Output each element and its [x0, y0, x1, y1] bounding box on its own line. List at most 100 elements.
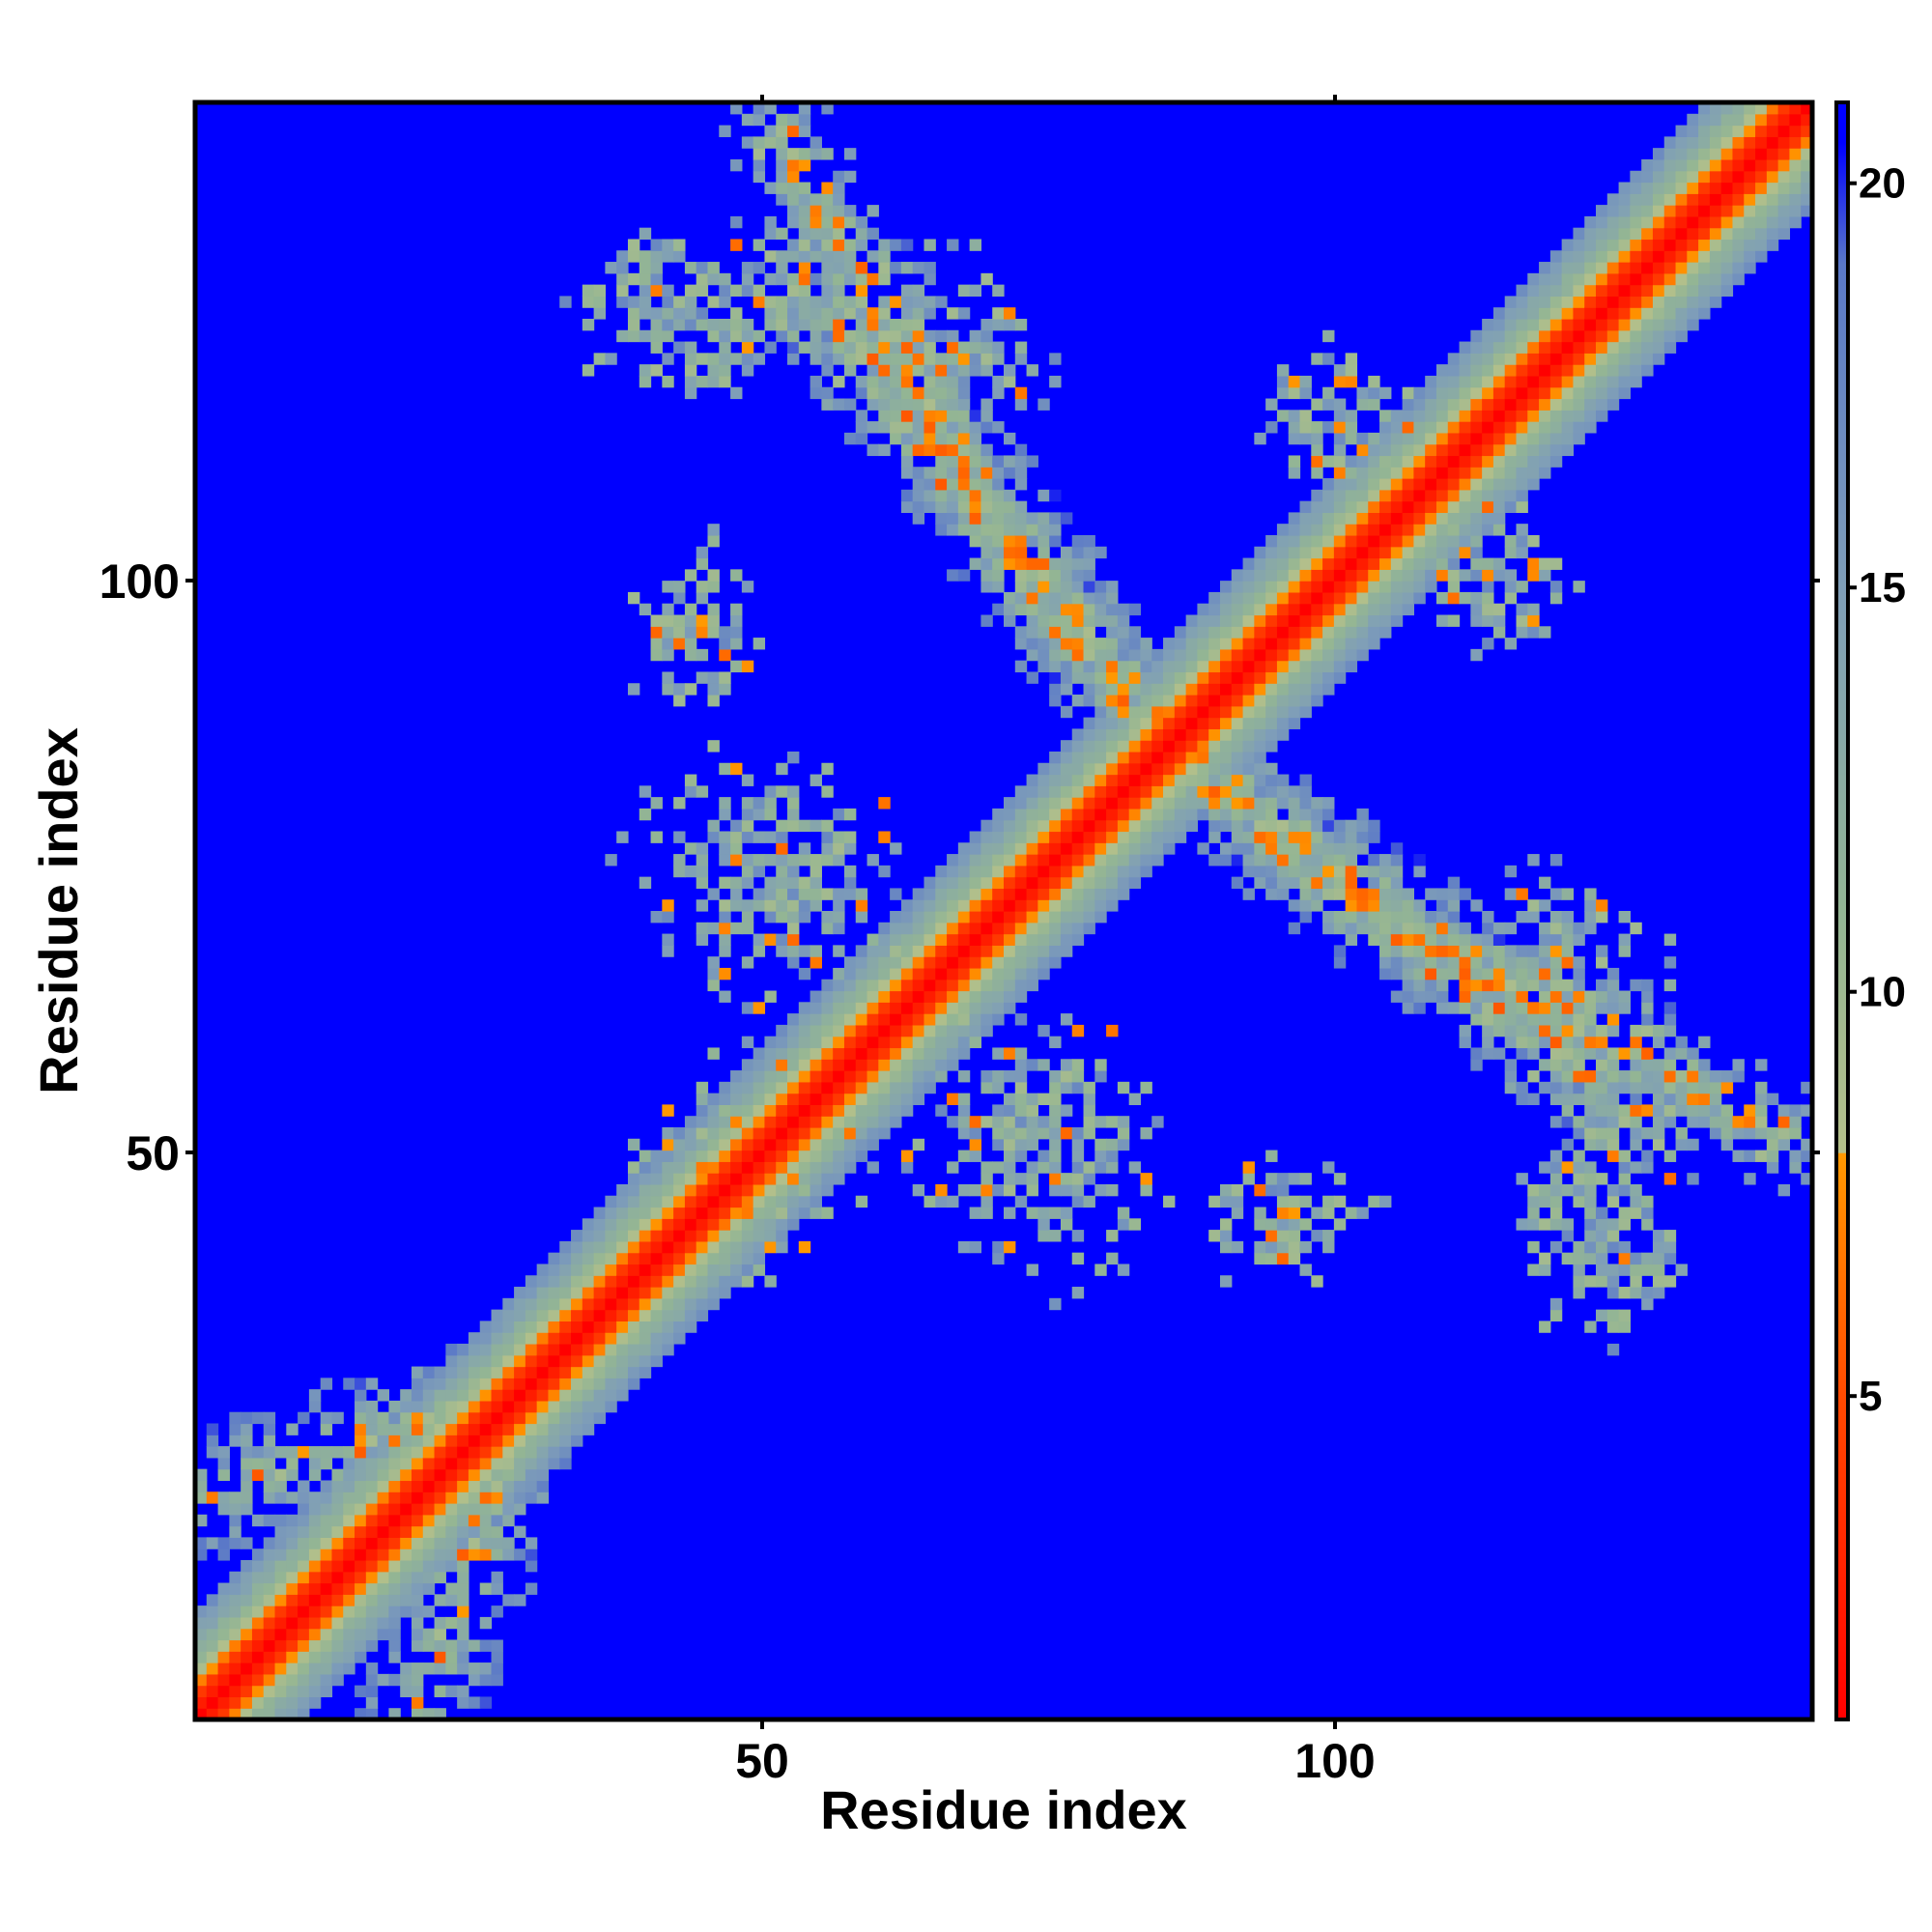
heatmap-cell	[1425, 432, 1437, 445]
heatmap-cell	[878, 375, 891, 388]
heatmap-cell	[867, 1138, 879, 1151]
heatmap-cell	[662, 626, 674, 639]
heatmap-cell	[1094, 865, 1107, 878]
heatmap-cell	[1573, 364, 1585, 377]
heatmap-cell	[1447, 443, 1461, 457]
heatmap-cell	[1596, 1252, 1608, 1265]
heatmap-cell	[798, 1150, 811, 1162]
heatmap-cell	[1060, 683, 1073, 696]
heatmap-cell	[764, 272, 777, 286]
heatmap-cell	[1026, 876, 1038, 890]
heatmap-cell	[1368, 831, 1380, 843]
heatmap-cell	[1504, 967, 1518, 980]
heatmap-cell	[1516, 1093, 1528, 1106]
heatmap-cell	[947, 329, 959, 343]
heatmap-cell	[355, 1594, 367, 1606]
heatmap-cell	[878, 1059, 891, 1071]
heatmap-cell	[1014, 979, 1028, 992]
heatmap-cell	[776, 1024, 788, 1037]
heatmap-cell	[957, 1013, 971, 1026]
heatmap-cell	[1516, 603, 1528, 616]
heatmap-cell	[810, 1093, 822, 1106]
heatmap-cell	[719, 284, 731, 298]
heatmap-cell	[1447, 364, 1461, 377]
heatmap-cell	[525, 1378, 538, 1390]
y-axis-label: Residue index	[28, 727, 89, 1094]
heatmap-cell	[1049, 1126, 1062, 1140]
heatmap-cell	[1732, 170, 1745, 184]
heatmap-cell	[457, 1559, 469, 1573]
heatmap-cell	[548, 1378, 560, 1390]
heatmap-cell	[1265, 557, 1278, 570]
heatmap-cell	[1470, 489, 1483, 502]
heatmap-cell	[1094, 683, 1107, 696]
heatmap-cell	[1276, 842, 1290, 855]
heatmap-cell	[298, 1559, 310, 1573]
heatmap-cell	[445, 1525, 458, 1538]
heatmap-cell	[1539, 375, 1551, 388]
heatmap-cell	[1333, 467, 1347, 479]
heatmap-cell	[468, 1389, 481, 1402]
heatmap-cell	[605, 1354, 617, 1368]
heatmap-cell	[833, 979, 845, 992]
heatmap-cell	[1425, 467, 1437, 479]
heatmap-cell	[992, 353, 1005, 365]
heatmap-cell	[1299, 683, 1312, 696]
heatmap-cell	[1037, 546, 1050, 559]
heatmap-cell	[650, 250, 663, 263]
heatmap-cell	[662, 683, 674, 696]
heatmap-cell	[1413, 922, 1426, 935]
heatmap-cell	[1606, 193, 1620, 206]
heatmap-cell	[1060, 854, 1073, 867]
heatmap-cell	[947, 865, 959, 878]
heatmap-cell	[1356, 819, 1369, 833]
heatmap-cell	[1037, 1126, 1050, 1140]
heatmap-cell	[468, 1400, 481, 1413]
heatmap-cell	[331, 1548, 344, 1561]
heatmap-cell	[890, 1047, 902, 1060]
heatmap-cell	[650, 341, 663, 354]
heatmap-cell	[1549, 990, 1563, 1003]
heatmap-cell	[1311, 398, 1323, 411]
heatmap-cell	[616, 1366, 629, 1378]
heatmap-cell	[251, 1685, 265, 1698]
heatmap-cell	[514, 1287, 526, 1299]
heatmap-cell	[947, 1161, 959, 1174]
heatmap-cell	[400, 1503, 412, 1516]
heatmap-cell	[1014, 626, 1028, 639]
heatmap-cell	[1618, 284, 1631, 298]
heatmap-cell	[878, 1002, 891, 1014]
heatmap-cell	[1618, 182, 1631, 194]
heatmap-cell	[1026, 1161, 1038, 1174]
heatmap-cell	[1299, 432, 1312, 445]
heatmap-cell	[741, 808, 754, 821]
heatmap-cell	[1333, 911, 1347, 923]
heatmap-cell	[1641, 262, 1654, 274]
heatmap-cell	[764, 1173, 777, 1185]
heatmap-cell	[684, 364, 697, 377]
heatmap-cell	[571, 1309, 583, 1321]
heatmap-cell	[331, 1537, 344, 1549]
heatmap-cell	[1584, 364, 1597, 377]
heatmap-cell	[684, 1230, 697, 1242]
heatmap-cell	[639, 785, 652, 798]
heatmap-cell	[741, 922, 754, 935]
heatmap-cell	[1789, 136, 1802, 149]
heatmap-cell	[1197, 695, 1209, 707]
heatmap-cell	[843, 1104, 857, 1117]
heatmap-cell	[980, 329, 993, 343]
heatmap-cell	[764, 888, 777, 900]
heatmap-cell	[1322, 353, 1335, 365]
heatmap-cell	[1675, 125, 1688, 137]
heatmap-cell	[1299, 614, 1312, 627]
heatmap-cell	[1630, 307, 1642, 320]
heatmap-cell	[1549, 250, 1563, 263]
heatmap-cell	[1026, 638, 1038, 650]
heatmap-cell	[1311, 455, 1323, 468]
heatmap-cell	[1037, 774, 1050, 786]
heatmap-cell	[1687, 1070, 1699, 1083]
heatmap-cell	[1402, 489, 1414, 502]
heatmap-cell	[1641, 193, 1654, 206]
heatmap-cell	[411, 1605, 424, 1618]
heatmap-cell	[1014, 911, 1028, 923]
